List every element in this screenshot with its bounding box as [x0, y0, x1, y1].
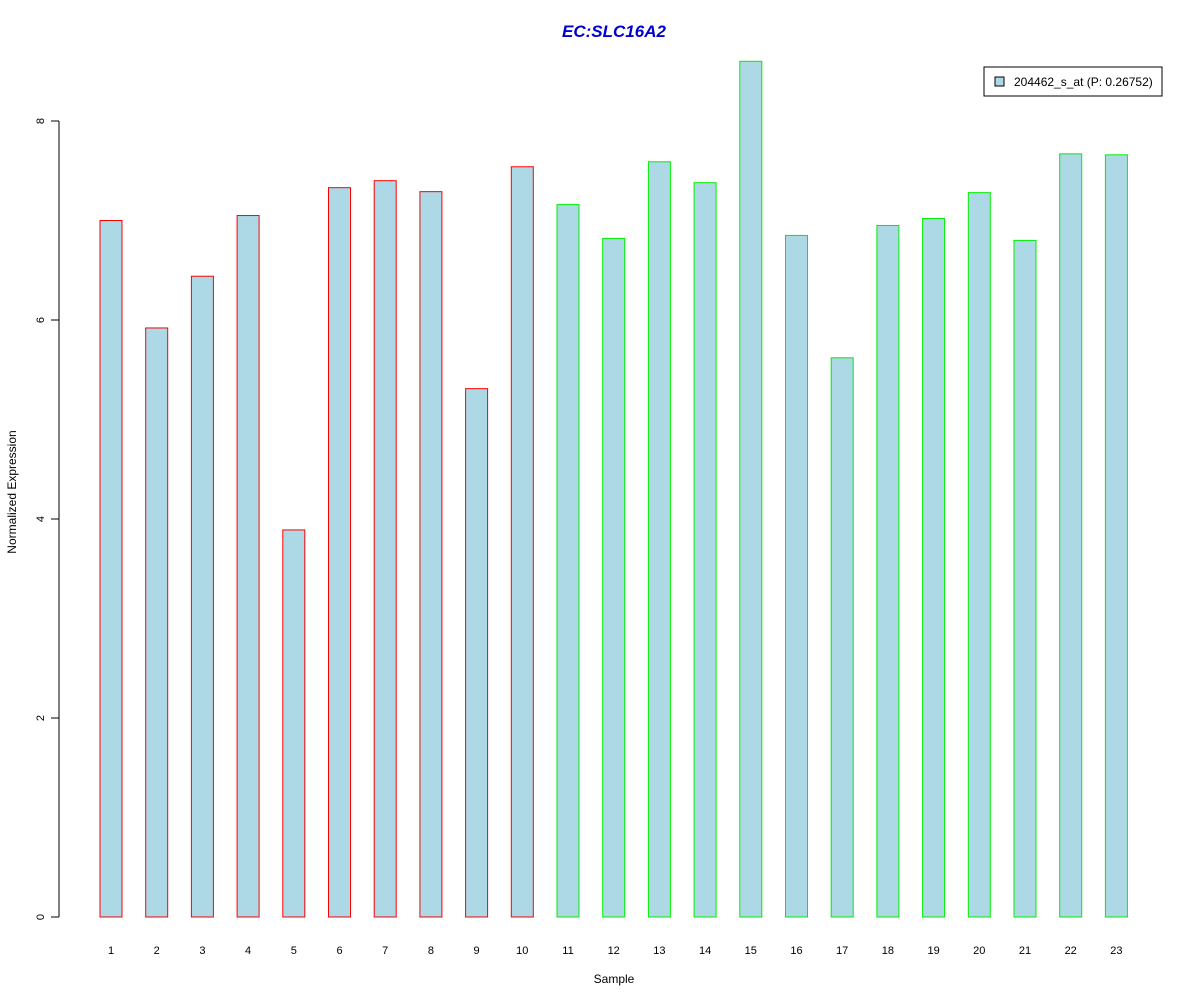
- x-tick-label: 16: [790, 945, 802, 957]
- bar-sample-3: [190, 275, 214, 918]
- x-tick-labels: 1 2 3 4 5 6 7 8 9 10 11 12 13 14 15 16 17 18 19 20 21 22 23: [108, 945, 1123, 957]
- bars: [99, 60, 1128, 918]
- chart-title: EC:SLC16A2: [562, 22, 666, 41]
- x-tick-label: 9: [474, 945, 480, 957]
- x-tick-label: 22: [1065, 945, 1077, 957]
- bar-sample-23: [1104, 154, 1128, 918]
- bar-sample-11: [556, 204, 580, 918]
- bar-sample-10: [510, 166, 534, 918]
- x-tick-label: 4: [245, 945, 251, 957]
- bar-sample-1: [99, 220, 123, 918]
- bar-sample-8: [419, 191, 443, 918]
- bar-sample-14: [693, 182, 717, 918]
- x-tick-label: 19: [927, 945, 939, 957]
- x-tick-label: 21: [1019, 945, 1031, 957]
- y-tick-label: 2: [35, 715, 47, 721]
- bar-sample-2: [145, 327, 169, 918]
- x-tick-label: 7: [382, 945, 388, 957]
- x-tick-label: 3: [199, 945, 205, 957]
- x-tick-label: 23: [1110, 945, 1122, 957]
- bar-sample-7: [373, 180, 397, 918]
- legend-swatch: [994, 76, 1005, 87]
- y-tick-label: 4: [35, 516, 47, 522]
- y-tick-label: 0: [35, 914, 47, 920]
- bar-sample-19: [922, 218, 946, 918]
- x-tick-label: 14: [699, 945, 711, 957]
- bar-sample-18: [876, 224, 900, 918]
- bar-sample-4: [236, 215, 260, 918]
- x-tick-label: 18: [882, 945, 894, 957]
- y-tick-label: 8: [35, 118, 47, 124]
- x-tick-label: 6: [336, 945, 342, 957]
- x-axis-label: Sample: [594, 972, 635, 986]
- bar-sample-9: [465, 388, 489, 918]
- legend-box: [983, 66, 1163, 97]
- legend: 204462_s_at (P: 0.26752): [983, 66, 1163, 97]
- legend-label: 204462_s_at (P: 0.26752): [1014, 75, 1153, 89]
- bar-sample-21: [1013, 239, 1037, 918]
- x-tick-label: 8: [428, 945, 434, 957]
- y-axis-label: Normalized Expression: [5, 430, 19, 553]
- x-tick-label: 5: [291, 945, 297, 957]
- x-tick-label: 15: [745, 945, 757, 957]
- bar-sample-13: [647, 161, 671, 918]
- y-tick-label: 6: [35, 317, 47, 323]
- x-tick-label: 11: [562, 945, 573, 957]
- x-tick-label: 10: [516, 945, 528, 957]
- x-tick-label: 12: [608, 945, 620, 957]
- x-tick-label: 20: [973, 945, 985, 957]
- x-tick-label: 13: [653, 945, 665, 957]
- x-tick-label: 1: [108, 945, 114, 957]
- bar-sample-6: [328, 187, 351, 918]
- bar-sample-16: [785, 234, 808, 918]
- bar-sample-15: [739, 60, 763, 918]
- x-tick-label: 17: [836, 945, 848, 957]
- y-axis: 0 2 4 6 8: [35, 118, 60, 920]
- bar-sample-5: [282, 529, 306, 918]
- x-tick-label: 2: [154, 945, 160, 957]
- bar-sample-22: [1059, 153, 1083, 918]
- bar-sample-12: [602, 237, 626, 918]
- bar-sample-20: [967, 192, 991, 918]
- bar-sample-17: [830, 357, 854, 918]
